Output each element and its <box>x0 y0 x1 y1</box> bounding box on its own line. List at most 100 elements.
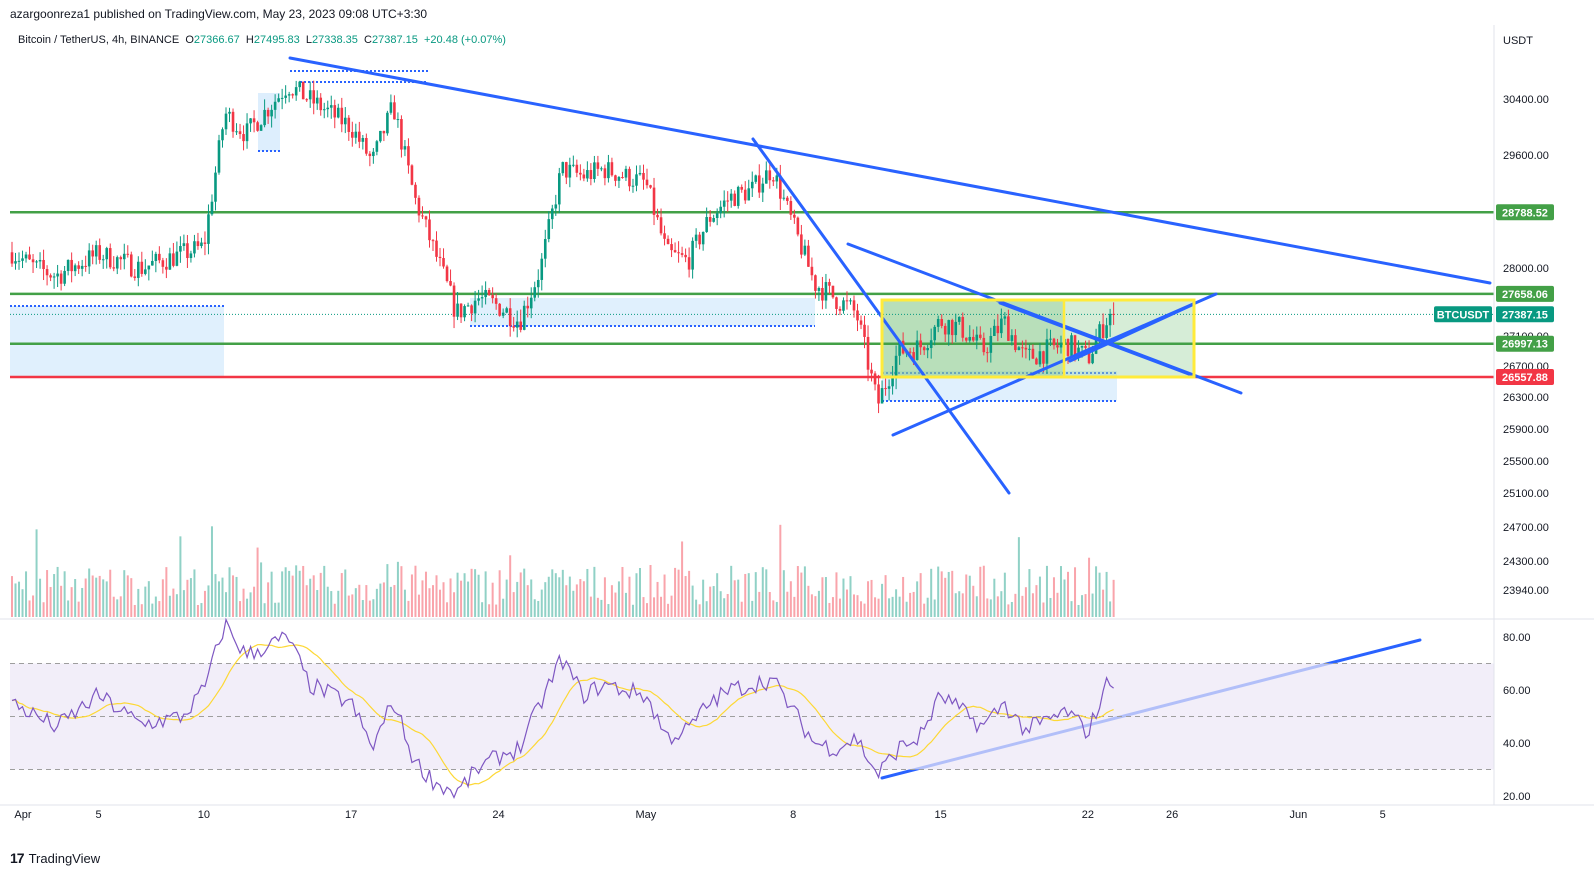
candle-body <box>954 321 958 336</box>
candle <box>217 134 221 175</box>
candle-body <box>1049 338 1052 340</box>
volume-bar <box>168 595 171 617</box>
candle <box>593 155 596 183</box>
candle <box>333 99 337 129</box>
candle <box>231 108 235 138</box>
volume-bar <box>537 600 540 617</box>
volume-bar <box>937 566 940 617</box>
candle <box>249 118 252 132</box>
volume-bar <box>807 585 810 617</box>
volume-bar <box>158 601 161 617</box>
candle-body <box>442 258 445 267</box>
candle <box>536 269 540 298</box>
symbol-legend[interactable]: Bitcoin / TetherUS, 4h, BINANCE O27366.6… <box>18 34 506 46</box>
candle-body <box>28 254 31 260</box>
volume-bar <box>1098 572 1101 617</box>
candle <box>740 184 744 193</box>
rsi-pane <box>0 617 1594 800</box>
candle-body <box>498 303 501 316</box>
price-tick: 30400.00 <box>1503 94 1549 106</box>
price-tick: 25500.00 <box>1503 456 1549 468</box>
volume-bar <box>670 595 673 617</box>
candle-body <box>438 256 442 259</box>
candle <box>526 296 530 318</box>
volume-bar <box>579 579 582 617</box>
candle <box>887 379 891 401</box>
candle <box>733 190 737 207</box>
volume-bar <box>1084 594 1087 617</box>
level-tag-3-bg <box>1496 335 1554 352</box>
candle-body <box>343 117 347 125</box>
candle-body <box>154 253 158 261</box>
candle <box>929 328 933 359</box>
candle-body <box>722 200 726 207</box>
volume-bar <box>624 592 627 617</box>
volume-bar <box>979 566 982 617</box>
candle-body <box>94 245 98 257</box>
candle <box>796 216 800 237</box>
volume-bar <box>1074 567 1077 617</box>
candle-body <box>186 243 189 259</box>
volume-bar <box>323 565 326 617</box>
volume-bar <box>74 579 77 617</box>
candle <box>757 164 761 198</box>
candle <box>340 97 344 133</box>
tradingview-logo[interactable]: 17 TradingView <box>10 850 100 866</box>
candle <box>445 264 449 283</box>
candle <box>842 297 845 314</box>
volume-bar <box>674 567 677 617</box>
candle <box>915 330 919 361</box>
candle-body <box>80 265 84 269</box>
level-tag-2-bg <box>1496 285 1554 302</box>
candle <box>158 246 161 264</box>
candle <box>635 165 638 192</box>
candle <box>386 110 389 136</box>
candle <box>287 91 291 103</box>
candle <box>835 296 838 316</box>
volume-bar <box>1035 585 1038 617</box>
candle-body <box>456 303 459 317</box>
volume-bar <box>796 566 799 617</box>
volume-bar <box>442 582 445 617</box>
volume-bar <box>60 585 63 617</box>
candle-body <box>659 217 663 234</box>
candle-body <box>715 213 719 219</box>
candle-body <box>259 125 263 131</box>
volume-bar <box>600 599 603 617</box>
candle-body <box>200 242 203 247</box>
candle <box>1007 309 1010 341</box>
candle-body <box>389 102 393 113</box>
candle-body <box>656 214 659 218</box>
volume-bar <box>144 586 147 617</box>
volume-bar <box>277 602 280 617</box>
candle <box>628 166 631 192</box>
close-label: C <box>364 34 372 46</box>
volume-bar <box>972 585 975 617</box>
volume-bar <box>1081 595 1084 617</box>
candle <box>1105 317 1108 343</box>
candle-body <box>459 303 463 318</box>
candle-body <box>140 261 144 274</box>
candle <box>52 272 56 289</box>
high-label: H <box>245 34 254 46</box>
candle-body <box>849 300 852 302</box>
volume-bar <box>424 571 427 617</box>
volume-bar <box>523 568 526 617</box>
candle-body <box>112 267 116 269</box>
volume-bar <box>232 575 235 617</box>
candle <box>726 191 729 212</box>
candle-body <box>1021 347 1024 349</box>
candle-body <box>1059 343 1063 348</box>
volume-bar <box>396 561 399 617</box>
candle <box>407 138 410 174</box>
volume-bar <box>446 602 449 617</box>
volume-bar <box>481 602 484 617</box>
candle <box>607 154 610 183</box>
candle-body <box>986 352 989 354</box>
rsi-tick: 40.00 <box>1503 738 1531 750</box>
volume-bar <box>789 581 792 617</box>
candle <box>547 211 551 243</box>
volume-bar <box>102 579 105 617</box>
candle <box>831 285 835 299</box>
